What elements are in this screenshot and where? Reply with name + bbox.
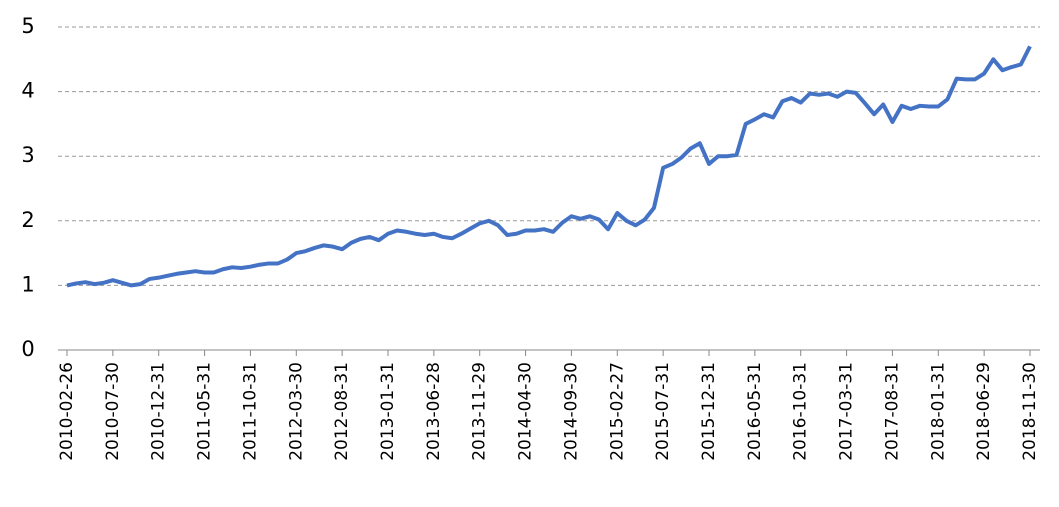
x-tick-label: 2018-11-30 bbox=[1020, 362, 1040, 461]
x-tick-label: 2017-08-31 bbox=[882, 362, 902, 461]
y-tick-label: 3 bbox=[21, 143, 34, 167]
x-tick-label: 2015-07-31 bbox=[653, 362, 673, 461]
x-tick-label: 2013-01-31 bbox=[378, 362, 398, 461]
x-tick-label: 2017-03-31 bbox=[837, 362, 857, 461]
x-tick-label: 2012-03-30 bbox=[286, 362, 306, 461]
data-line bbox=[66, 45, 1032, 288]
x-tick-label: 2011-05-31 bbox=[195, 362, 215, 461]
x-tick-label: 2016-10-31 bbox=[791, 362, 811, 461]
x-tick-label: 2010-02-26 bbox=[57, 362, 77, 461]
x-tick-label: 2013-11-29 bbox=[470, 362, 490, 461]
x-tick-label: 2015-12-31 bbox=[699, 362, 719, 461]
x-tick-label: 2016-05-31 bbox=[745, 362, 765, 461]
x-tick-label: 2018-01-31 bbox=[928, 362, 948, 461]
x-tick-label: 2018-06-29 bbox=[974, 362, 994, 461]
y-tick-label: 1 bbox=[21, 272, 34, 296]
y-tick-label: 2 bbox=[21, 208, 34, 232]
x-tick-label: 2013-06-28 bbox=[424, 362, 444, 461]
x-tick-label: 2015-02-27 bbox=[607, 362, 627, 461]
y-tick-label: 5 bbox=[21, 14, 34, 38]
x-tick-label: 2014-04-30 bbox=[516, 362, 536, 461]
x-tick-label: 2012-08-31 bbox=[332, 362, 352, 461]
x-tick-label: 2011-10-31 bbox=[240, 362, 260, 461]
x-tick-label: 2010-07-30 bbox=[103, 362, 123, 461]
x-tick-label: 2014-09-30 bbox=[561, 362, 581, 461]
y-tick-label: 0 bbox=[21, 337, 34, 361]
y-tick-label: 4 bbox=[21, 79, 34, 103]
x-tick-label: 2010-12-31 bbox=[149, 362, 169, 461]
